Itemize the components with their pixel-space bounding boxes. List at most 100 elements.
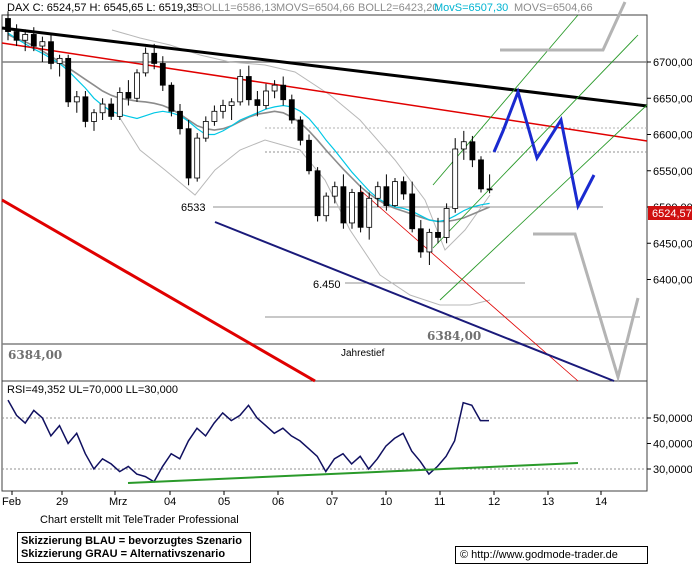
scenario-gray-path xyxy=(533,232,640,383)
date-tick-label: 29 xyxy=(56,496,68,508)
rsi-axis: 30,0000 40,0000 50,0000 xyxy=(647,413,692,476)
level-6384-left-label: 6384,00 xyxy=(8,348,62,362)
header-ohlc: DAX C: 6524,57 H: 6545,65 L: 6519,35 xyxy=(7,2,198,14)
candle-body xyxy=(460,141,467,150)
rsi-line xyxy=(7,399,489,483)
candle-body xyxy=(48,41,54,64)
candle-body xyxy=(185,128,192,179)
candle-body xyxy=(349,192,355,224)
reference-lines xyxy=(2,61,648,345)
red-thick-line xyxy=(1,198,316,383)
candle xyxy=(409,181,416,233)
candle xyxy=(142,47,149,77)
candle xyxy=(392,178,398,207)
candle xyxy=(39,36,46,62)
candle xyxy=(228,98,235,120)
candle xyxy=(460,130,467,160)
candle-body xyxy=(435,231,441,238)
candle xyxy=(237,69,244,106)
candle-body xyxy=(452,148,459,209)
date-tick-label: 06 xyxy=(272,496,284,508)
date-tick-label: 11 xyxy=(434,496,445,508)
price-tick-label: 6400,00 xyxy=(653,275,692,287)
candle-body xyxy=(159,63,166,86)
candle-body xyxy=(331,186,338,197)
date-tick-label: 07 xyxy=(326,496,338,508)
candle xyxy=(383,174,390,211)
candle xyxy=(48,33,54,70)
candle-body xyxy=(125,92,132,99)
candle xyxy=(323,192,330,222)
candle xyxy=(13,24,20,47)
candle-body xyxy=(220,105,226,112)
candle-body xyxy=(254,99,261,106)
price-tick-label: 6650,00 xyxy=(653,93,692,105)
candle-body xyxy=(22,34,29,41)
price-tick-label: 6700,00 xyxy=(653,57,692,69)
candle-body xyxy=(134,72,140,99)
scenario-legend: Skizzierung BLAU = bevorzugtes Szenario … xyxy=(17,532,251,563)
candle-body xyxy=(56,57,63,64)
candle-body xyxy=(383,186,390,206)
candle-body xyxy=(280,84,287,101)
candle-body xyxy=(194,137,201,179)
rsi-tick-label: 50,0000 xyxy=(653,413,692,425)
candle xyxy=(435,217,441,244)
candle-body xyxy=(202,121,209,139)
candle-body xyxy=(91,112,97,122)
candle-body xyxy=(314,170,321,217)
candle xyxy=(288,94,295,124)
candle-body xyxy=(65,57,72,103)
date-tick-label: 12 xyxy=(488,496,500,508)
header-movs1: MOVS=6504,66 xyxy=(276,2,355,14)
candle xyxy=(151,43,158,70)
candle xyxy=(426,228,433,265)
candle xyxy=(452,138,459,213)
candle-body xyxy=(237,76,244,103)
candle-body xyxy=(340,186,347,224)
candle-body xyxy=(116,92,123,117)
candle-body xyxy=(30,34,37,47)
level-6384-right-label: 6384,00 xyxy=(427,329,481,343)
candle xyxy=(56,54,63,77)
date-tick-label: 14 xyxy=(595,496,607,508)
candle xyxy=(82,91,89,128)
candle xyxy=(99,98,106,120)
candle xyxy=(314,167,321,222)
candle-body xyxy=(469,141,476,161)
candle-body xyxy=(263,90,269,106)
candle xyxy=(443,203,450,244)
candle xyxy=(400,176,407,200)
candle-body xyxy=(73,96,80,103)
candle-body xyxy=(5,18,11,32)
candle xyxy=(73,91,80,113)
candle xyxy=(220,99,226,119)
candle xyxy=(168,82,175,117)
rsi-header: RSI=49,352 UL=70,000 LL=30,000 xyxy=(7,384,178,396)
candle-body xyxy=(151,52,158,64)
scenario-blue-path xyxy=(492,87,596,211)
green-channel-low xyxy=(439,104,648,301)
candle-body xyxy=(271,84,278,92)
candle-body xyxy=(245,76,252,101)
price-tick-label: 6600,00 xyxy=(653,130,692,142)
candle-body xyxy=(82,96,89,122)
candle-body xyxy=(177,110,183,130)
chart-credit: Chart erstellt mit TeleTrader Profession… xyxy=(40,514,239,526)
candle-body xyxy=(478,159,484,190)
candle xyxy=(271,80,278,99)
candle-body xyxy=(297,119,304,141)
candle xyxy=(280,76,287,106)
candle xyxy=(108,98,115,120)
candle xyxy=(349,188,355,229)
candle-body xyxy=(392,181,398,206)
candle-body xyxy=(443,208,450,238)
candle xyxy=(254,91,261,117)
header-boll2: BOLL2=6423,20 xyxy=(358,2,438,14)
date-tick-label: Mrz xyxy=(109,496,127,508)
candle-body xyxy=(426,231,433,253)
copyright-link[interactable]: © http://www.godmode-trader.de xyxy=(455,546,648,564)
candle-body xyxy=(168,84,175,112)
candle xyxy=(125,80,132,106)
